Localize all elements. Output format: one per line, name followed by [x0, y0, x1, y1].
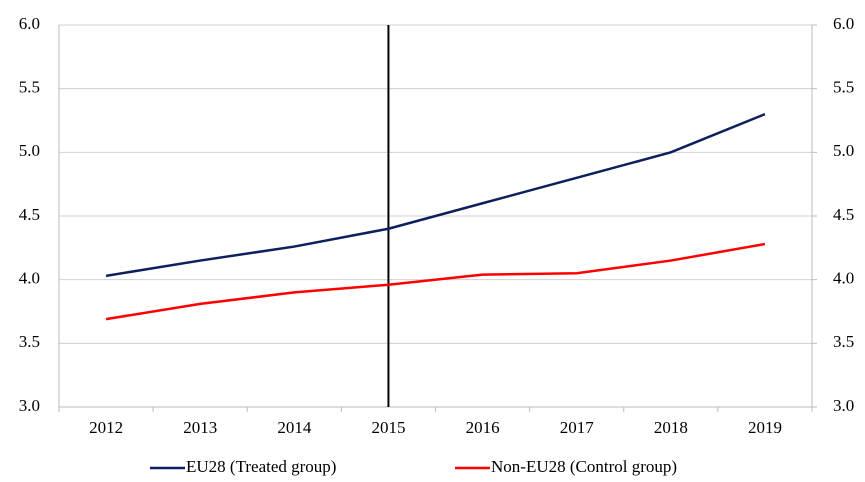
- x-tick-label: 2012: [89, 418, 123, 437]
- y2-tick-label: 4.0: [833, 269, 854, 288]
- y2-tick-label: 3.0: [833, 396, 854, 415]
- x-tick-label: 2017: [560, 418, 595, 437]
- x-tick-label: 2015: [371, 418, 405, 437]
- x-tick-label: 2019: [748, 418, 782, 437]
- x-tick-label: 2014: [277, 418, 312, 437]
- series-line: [105, 112, 766, 278]
- y-tick-label: 4.0: [19, 269, 40, 288]
- y-tick-label: 3.5: [19, 332, 40, 351]
- legend-label: EU28 (Treated group): [186, 457, 336, 476]
- y2-tick-label: 4.5: [833, 205, 854, 224]
- y-tick-label: 4.5: [19, 205, 40, 224]
- y2-tick-label: 6.0: [833, 14, 854, 33]
- y-tick-label: 3.0: [19, 396, 40, 415]
- y-tick-label: 5.0: [19, 141, 40, 160]
- x-tick-label: 2018: [654, 418, 688, 437]
- x-tick-label: 2016: [466, 418, 500, 437]
- y2-tick-label: 5.0: [833, 141, 854, 160]
- y-tick-label: 6.0: [19, 14, 40, 33]
- x-tick-label: 2013: [183, 418, 217, 437]
- y2-tick-label: 5.5: [833, 78, 854, 97]
- legend-label: Non-EU28 (Control group): [491, 457, 677, 476]
- y-tick-label: 5.5: [19, 78, 40, 97]
- y2-tick-label: 3.5: [833, 332, 854, 351]
- series-line: [105, 242, 766, 321]
